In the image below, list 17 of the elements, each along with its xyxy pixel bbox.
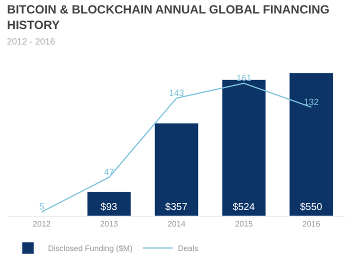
data-label: $524 [232,202,256,213]
x-tick-label: 2016 [302,220,321,229]
data-label: $93 [100,202,118,213]
x-tick-label: 2014 [168,220,186,229]
x-tick-label: 2013 [100,220,119,229]
data-label: 143 [168,88,184,98]
chart-title: BITCOIN & BLOCKCHAIN ANNUAL GLOBAL FINANCING HISTORY [7,2,330,32]
chart-subtitle: 2012 - 2016 [7,36,56,47]
legend-label: Deals [178,244,198,254]
data-label: 132 [304,96,319,107]
data-label: 5 [39,202,44,212]
data-label: $357 [165,202,188,213]
data-label: $550 [300,202,323,213]
x-tick-label: 2012 [32,220,52,229]
data-label: 47 [104,167,114,177]
x-tick-label: 2015 [235,220,254,229]
legend-label: Disclosed Funding ($M) [48,244,133,254]
